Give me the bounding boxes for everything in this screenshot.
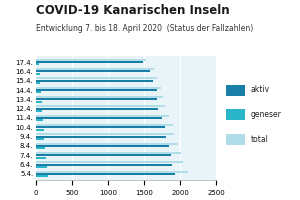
Bar xyxy=(36,61,143,63)
Bar xyxy=(36,175,48,177)
Bar xyxy=(36,115,169,117)
Bar xyxy=(36,73,40,75)
Bar xyxy=(36,89,157,91)
Bar xyxy=(36,136,166,138)
Bar xyxy=(36,110,42,112)
Bar xyxy=(36,147,45,149)
Bar xyxy=(36,82,40,84)
Bar xyxy=(36,138,44,140)
Bar xyxy=(36,101,42,103)
Text: total: total xyxy=(250,135,268,144)
Bar xyxy=(36,124,173,126)
FancyBboxPatch shape xyxy=(226,134,244,145)
Bar xyxy=(36,166,47,168)
Bar xyxy=(36,133,175,135)
Bar xyxy=(36,164,172,166)
Text: geneser: geneser xyxy=(250,110,281,119)
Bar xyxy=(36,119,43,121)
Bar xyxy=(36,171,188,173)
Bar xyxy=(36,108,158,110)
Bar xyxy=(36,157,46,159)
Text: Entwicklung 7. bis 18. April 2020  (Status der Fallzahlen): Entwicklung 7. bis 18. April 2020 (Statu… xyxy=(36,24,253,33)
Bar xyxy=(36,80,153,82)
Bar xyxy=(36,161,183,163)
Bar xyxy=(36,98,157,100)
Bar xyxy=(36,63,39,65)
Bar xyxy=(36,87,161,89)
FancyBboxPatch shape xyxy=(226,85,244,96)
Bar xyxy=(36,96,163,98)
Bar xyxy=(36,173,175,175)
Bar xyxy=(36,68,154,70)
Bar xyxy=(36,70,150,72)
Text: COVID-19 Kanarischen Inseln: COVID-19 Kanarischen Inseln xyxy=(36,4,230,17)
Bar xyxy=(36,117,162,119)
Bar xyxy=(36,77,158,79)
Bar xyxy=(36,105,165,107)
Bar xyxy=(36,129,44,131)
Bar xyxy=(36,152,181,154)
Bar xyxy=(36,59,146,61)
Bar xyxy=(36,143,178,145)
FancyBboxPatch shape xyxy=(226,109,244,120)
Bar xyxy=(36,154,171,156)
Bar xyxy=(36,91,41,93)
Text: aktiv: aktiv xyxy=(250,85,270,94)
Bar xyxy=(36,145,169,147)
Bar xyxy=(36,126,165,128)
